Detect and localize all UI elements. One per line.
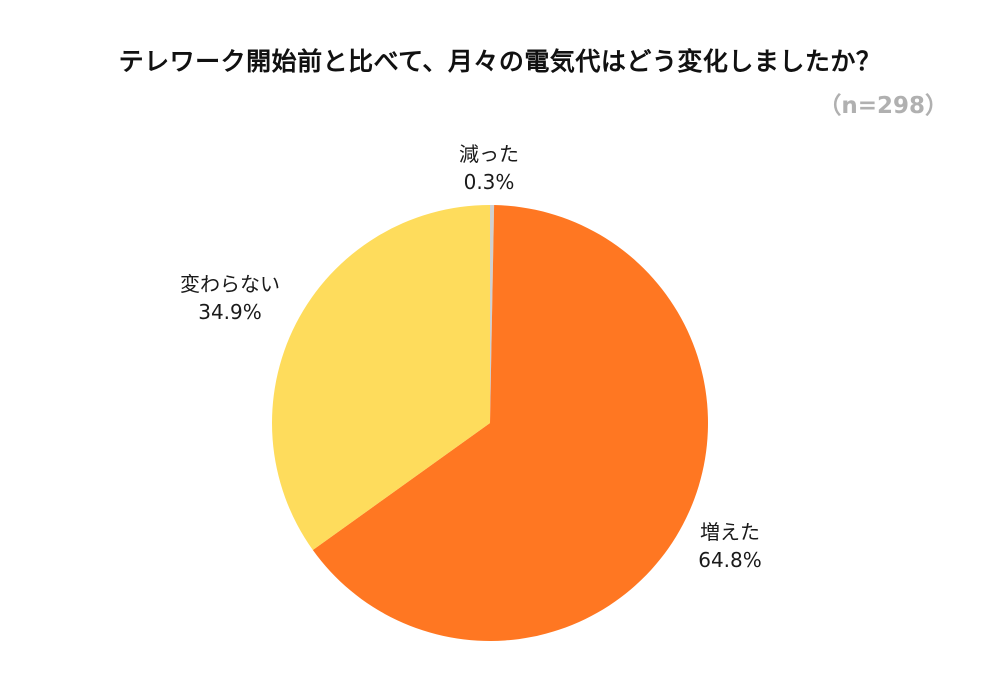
pie-slice-unchanged xyxy=(272,205,490,551)
pie-slice-increased xyxy=(312,205,708,642)
slice-label-unchanged-value: 34.9% xyxy=(198,300,262,324)
pie-slice-decreased xyxy=(490,205,495,423)
chart-title: テレワーク開始前と比べて、月々の電気代はどう変化しましたか？ xyxy=(118,47,882,76)
slice-label-decreased-value: 0.3% xyxy=(463,170,515,194)
slice-label-increased: 増えた 64.8% xyxy=(698,518,762,574)
slice-label-decreased: 減った 0.3% xyxy=(459,140,519,196)
slice-label-increased-value: 64.8% xyxy=(698,548,762,572)
slice-label-unchanged-name: 変わらない xyxy=(180,272,280,296)
slice-label-increased-name: 増えた xyxy=(699,520,760,544)
pie-slices xyxy=(272,205,708,642)
chart-subtitle: （n=298） xyxy=(818,93,948,119)
slice-label-unchanged: 変わらない 34.9% xyxy=(180,270,280,326)
slice-label-decreased-name: 減った xyxy=(459,142,519,166)
